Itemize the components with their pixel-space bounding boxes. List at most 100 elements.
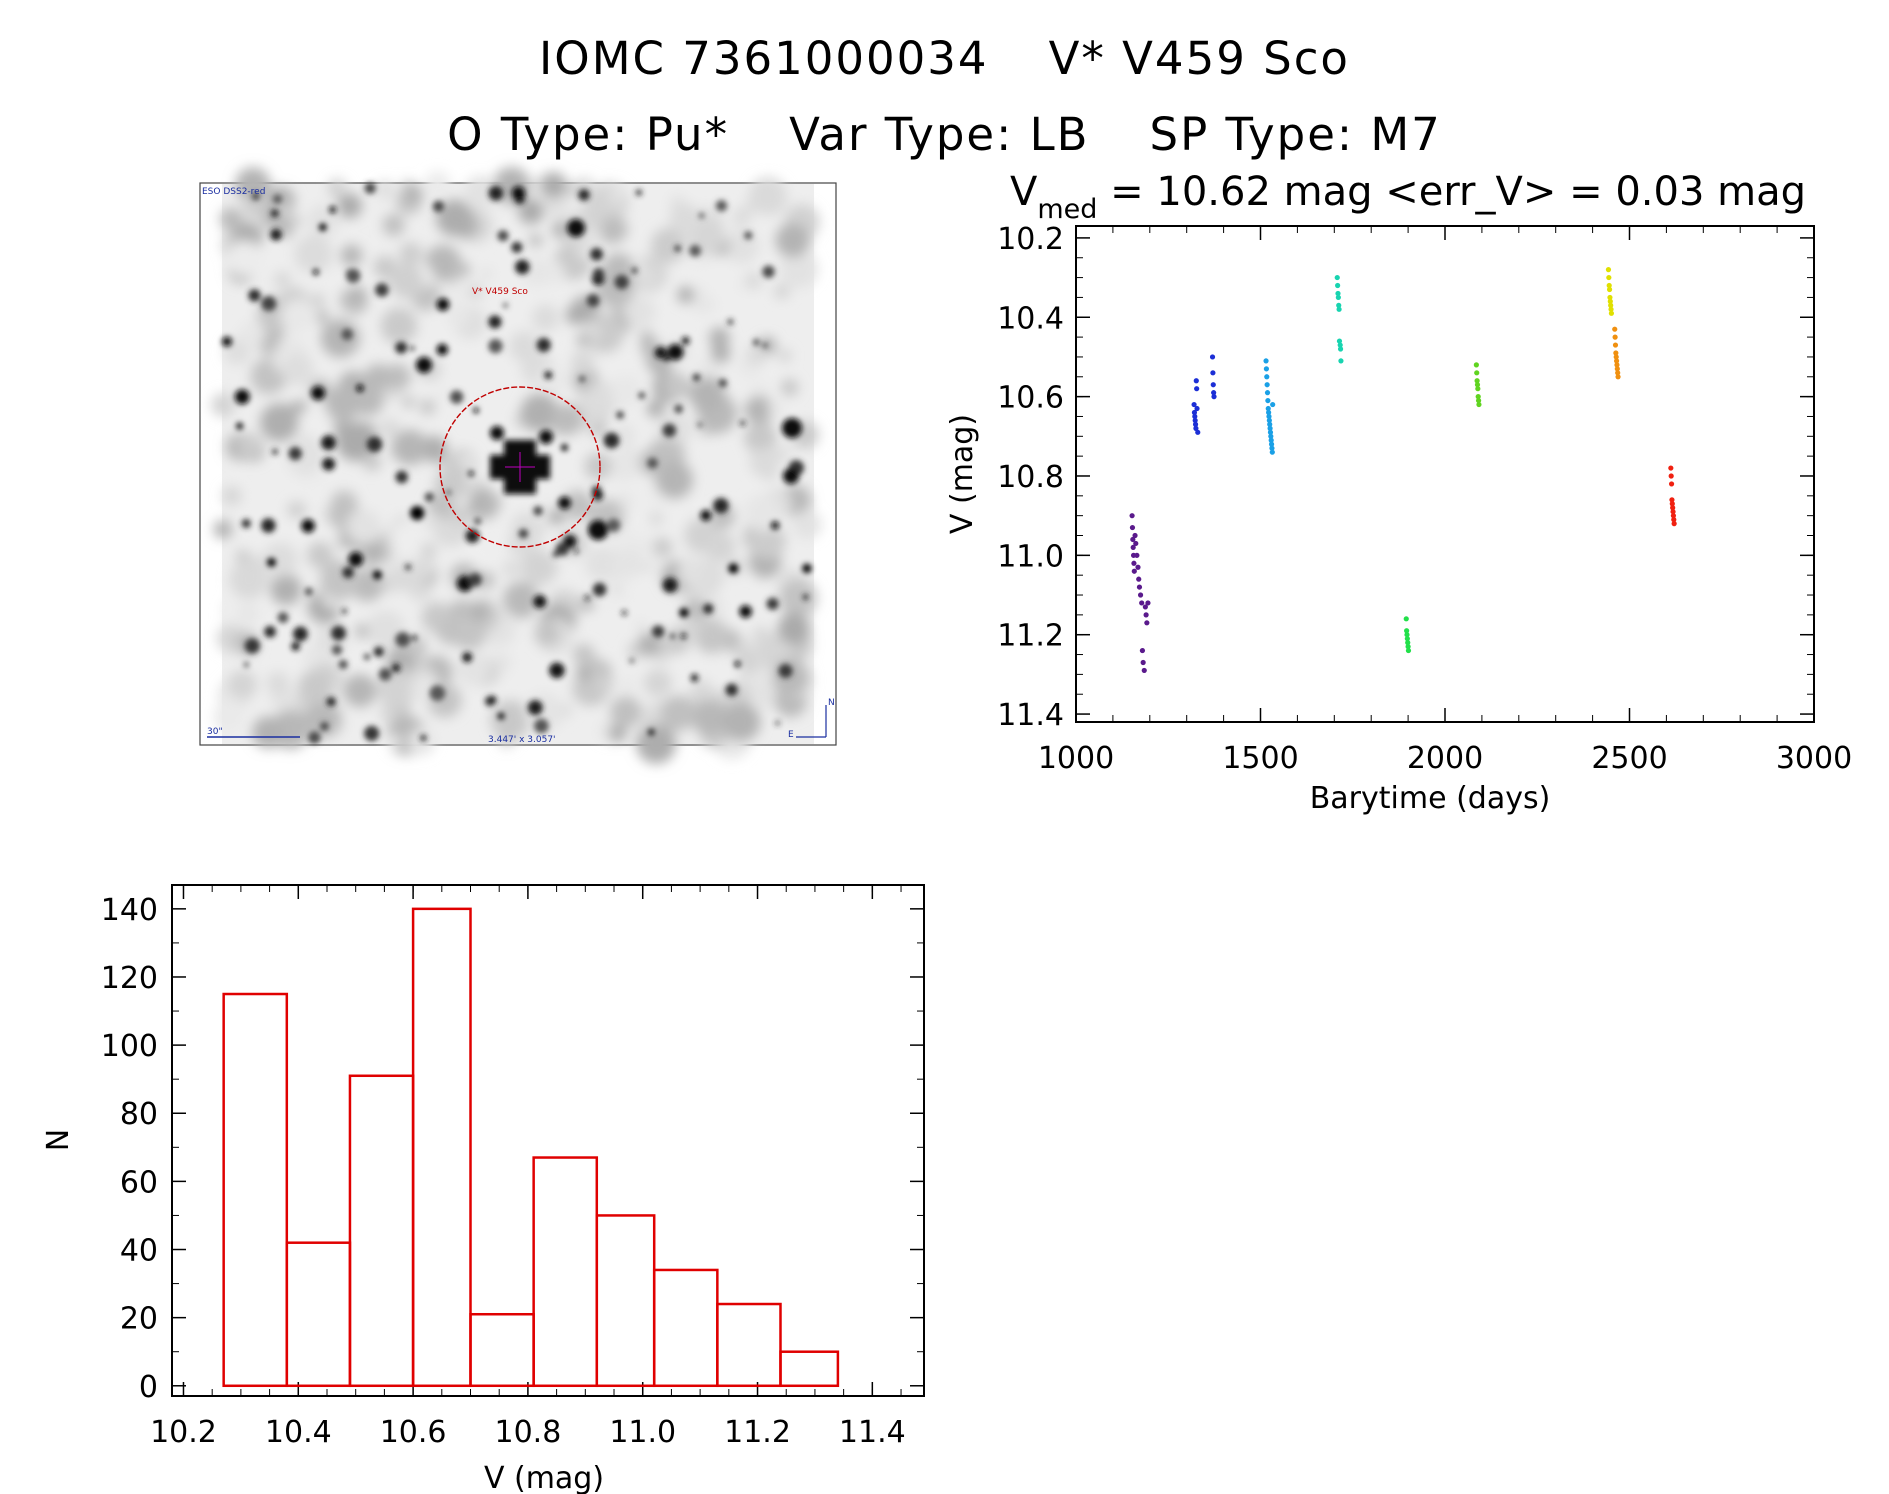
sky-noise-blob [777,568,806,597]
star-field [221,182,812,744]
sky-noise-blob [319,560,360,600]
sky-noise-blob [309,378,331,400]
sky-noise-blob [652,371,685,404]
lightcurve-point [1612,334,1618,340]
lightcurve-point [1607,294,1613,301]
sky-noise-blob [217,624,246,653]
sky-noise-blob [502,559,522,579]
star [273,194,282,204]
sky-noise-blob [364,363,392,392]
star [372,570,382,580]
sky-noise-blob [284,437,315,469]
star [740,420,746,426]
lightcurve-point [1338,358,1344,364]
star [563,534,577,548]
sky-noise-blob [640,330,654,344]
sky-noise-blob [697,394,738,434]
sky-noise-blob [280,298,315,334]
sky-noise-blob [688,218,726,256]
sky-noise-blob [743,520,775,553]
histogram-bar [222,992,289,1388]
sky-noise-blob [584,546,620,582]
sky-noise-blob [615,492,634,511]
sky-noise-blob [294,685,335,725]
lightcurve-point [1336,306,1342,312]
sky-noise-blob [279,225,293,238]
sky-noise-blob [724,228,759,264]
star [356,384,364,393]
star [462,652,473,663]
star [549,662,565,679]
sky-noise-blob [643,479,673,509]
sky-noise-blob [222,596,252,626]
star [663,355,670,362]
lightcurve-point [1405,640,1411,646]
sky-noise-blob [585,397,610,423]
target-circle [439,386,601,548]
star [321,435,336,451]
star [667,344,684,361]
sky-noise-blob [467,284,483,300]
sky-noise-blob [577,334,590,347]
lightcurve-point [1267,429,1274,435]
sky-noise-blob [709,327,730,348]
sky-noise-blob [774,283,790,300]
star [391,663,401,673]
sky-noise-blob [749,447,780,477]
star [342,566,354,579]
lightcurve-point [1265,397,1271,404]
sky-noise-blob [437,386,450,400]
histogram-y-label: N [41,1129,76,1151]
sky-noise-blob [304,700,342,738]
sky-noise-blob [521,550,557,586]
lightcurve-point [1476,401,1482,408]
lightcurve-point [1608,310,1615,316]
sky-noise-blob [273,271,292,289]
star [674,245,681,252]
lightcurve-point [1130,536,1136,543]
star [320,722,329,731]
sky-noise-blob [287,501,306,521]
sky-noise-blob [756,632,793,669]
lightcurve-x-tick-label: 1000 [1038,741,1114,776]
star [681,336,690,345]
sky-noise-blob [647,437,686,475]
lightcurve-point [1669,497,1675,503]
sky-noise-blob [572,643,595,666]
histogram-bar [411,907,472,1388]
sky-noise-blob [638,632,662,657]
lightcurve-x-tick-label: 1500 [1222,741,1298,776]
sky-noise-blob [434,468,468,502]
lightcurve-point [1211,394,1217,400]
sky-noise-blob [469,489,500,520]
sky-noise-blob [721,702,761,742]
sky-noise-blob [574,177,595,198]
sky-noise-blob [585,381,620,416]
sky-noise-blob [784,204,820,240]
star [266,557,276,567]
star [775,720,780,726]
sky-noise-blob [791,421,819,449]
bright-star [490,426,504,440]
star [436,343,448,356]
sky-noise-blob [382,213,405,237]
lightcurve-point [1335,294,1341,301]
star [579,375,586,383]
star [728,563,739,574]
sky-noise-blob [316,310,331,325]
star [395,470,408,484]
sky-noise-blob [338,371,369,402]
lightcurve-point [1133,540,1139,547]
lightcurve-point [1608,302,1614,308]
sky-noise-blob [777,612,810,645]
sky-noise-blob [767,401,783,417]
sky-noise-blob [325,501,349,524]
sky-noise-blob [750,523,786,560]
sky-noise-blob [404,444,423,463]
sky-noise-blob [745,196,762,213]
star [341,608,347,614]
sky-noise-blob [609,307,634,333]
star [698,212,705,219]
star [234,389,250,405]
sky-noise-blob [370,556,395,581]
